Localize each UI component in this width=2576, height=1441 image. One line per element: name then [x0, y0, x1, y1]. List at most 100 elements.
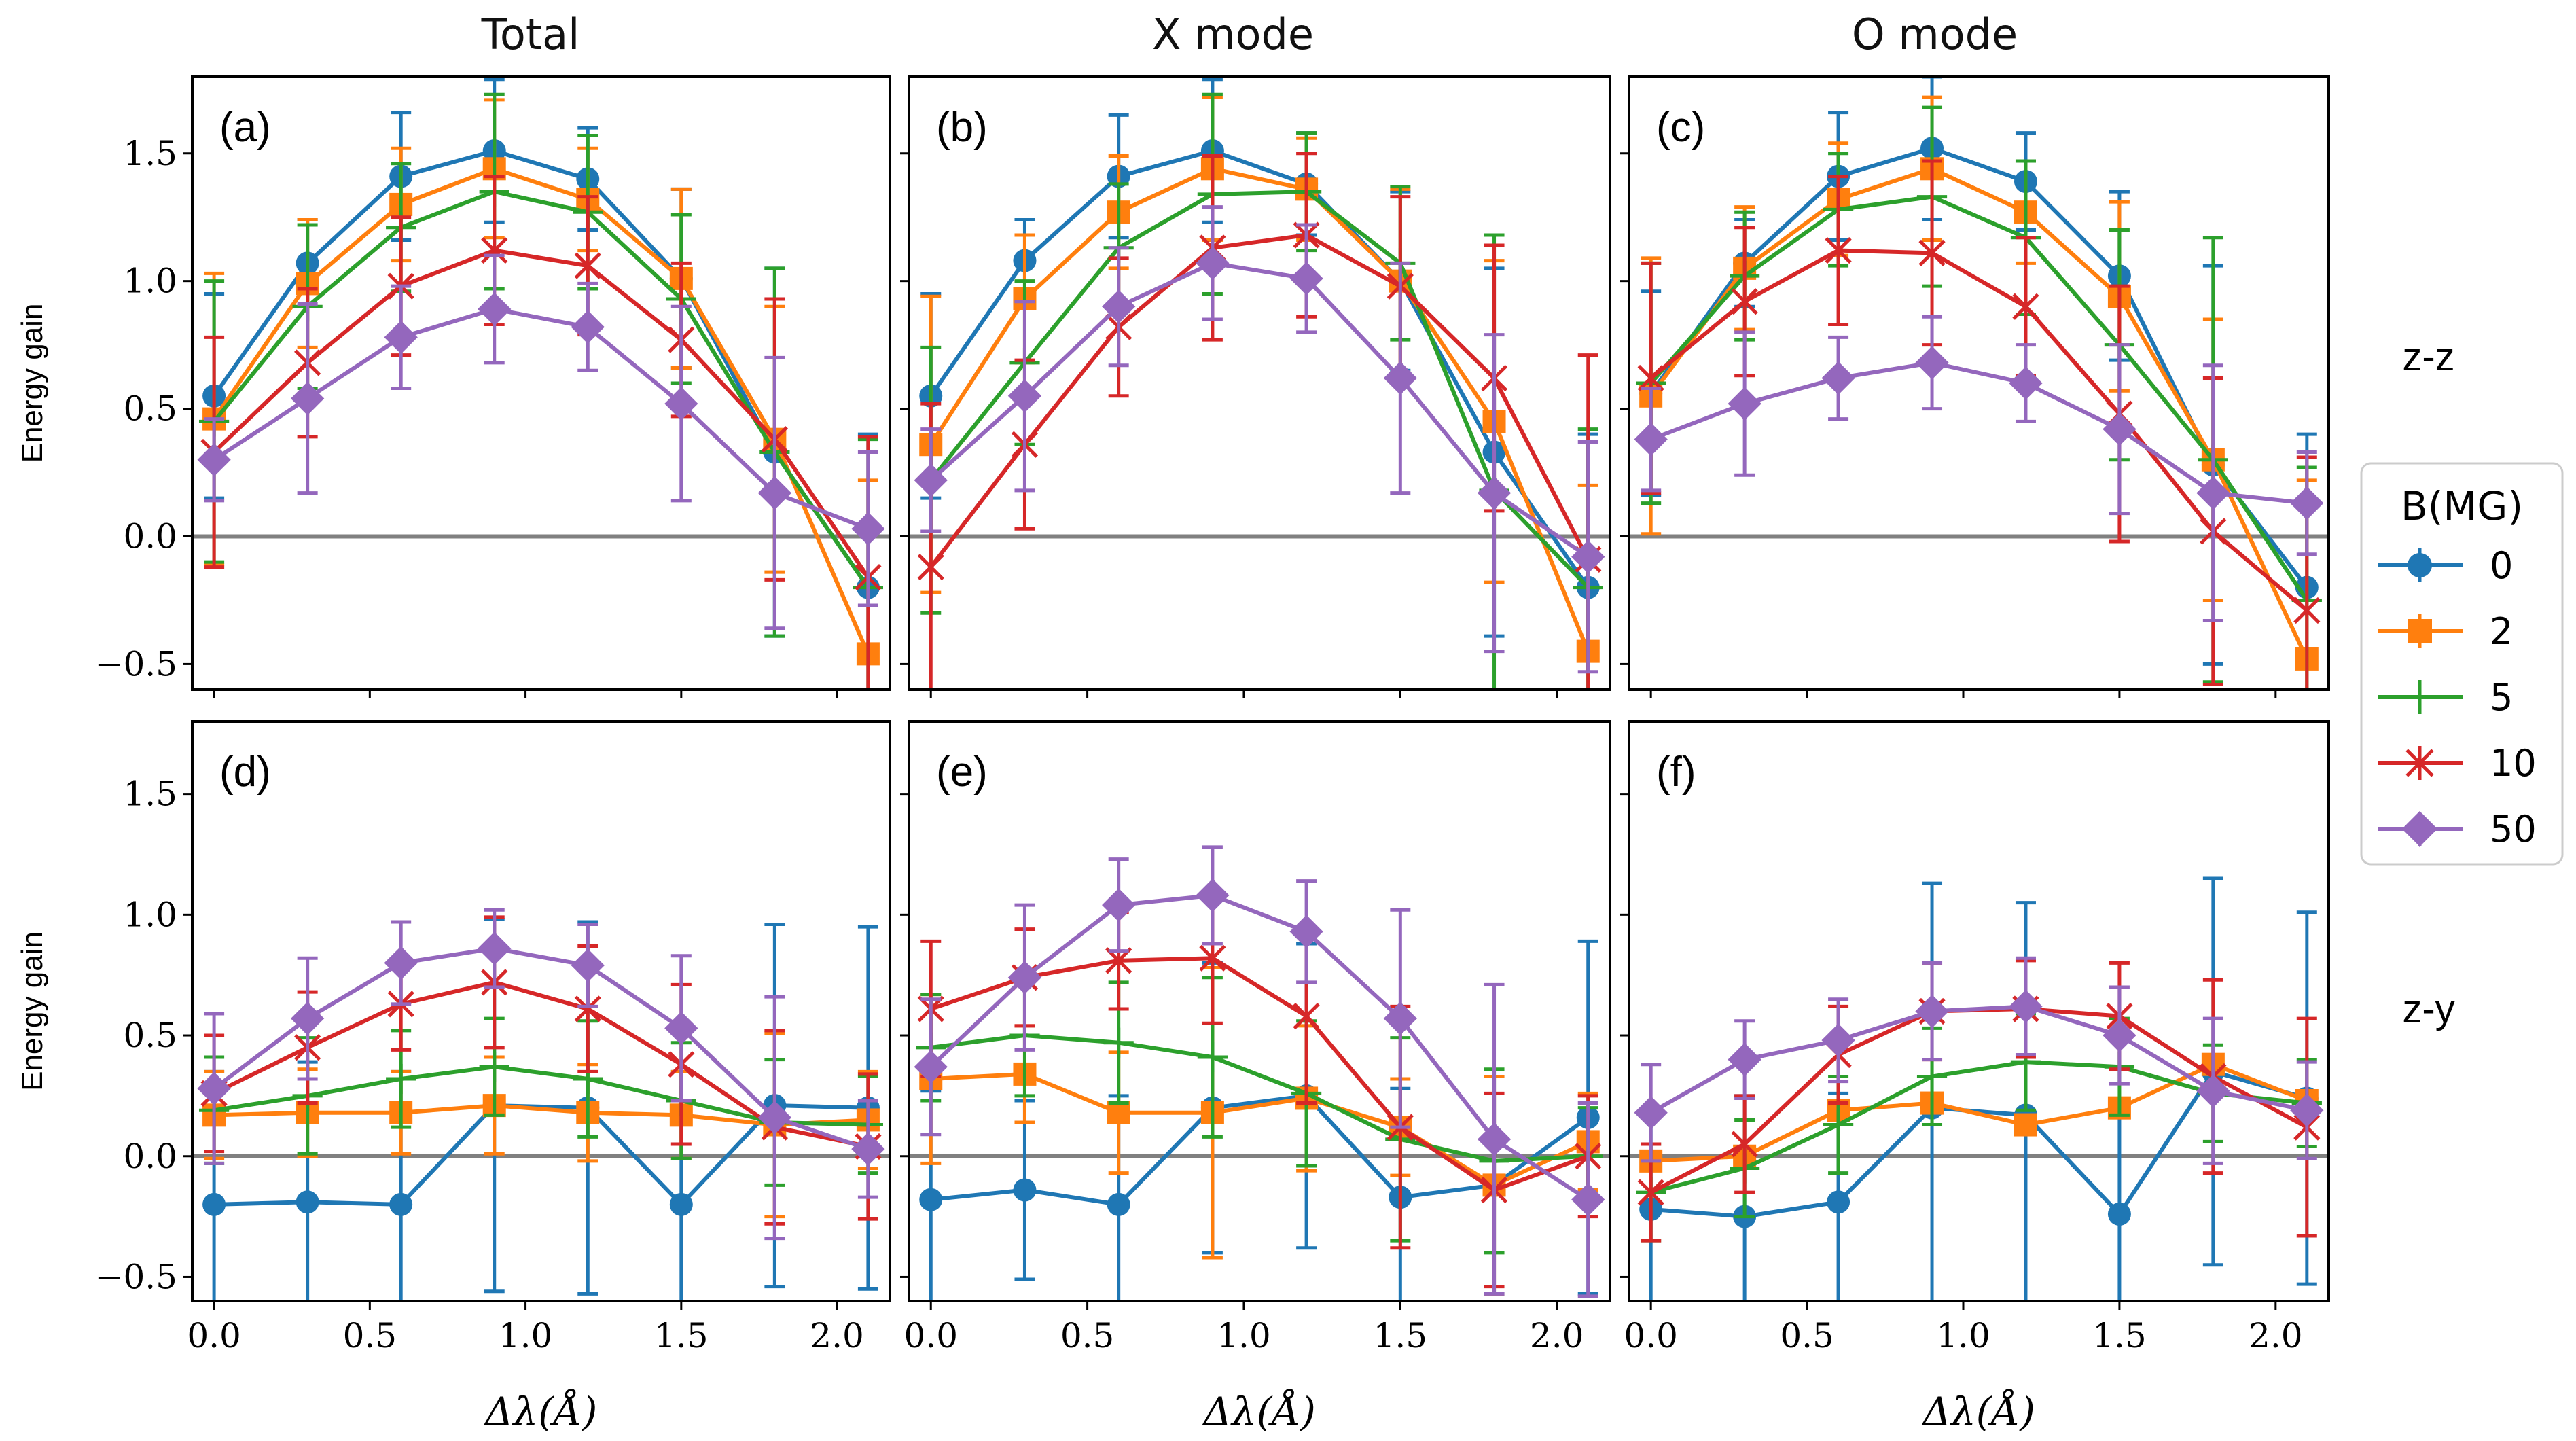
- data-point: [914, 463, 948, 497]
- row-label-z-z: z-z: [2402, 335, 2454, 379]
- data-point: [1731, 288, 1758, 315]
- data-point: [2290, 486, 2324, 520]
- series-50: [914, 205, 1605, 674]
- plot-area: [197, 908, 885, 1301]
- series-line: [212, 166, 870, 655]
- data-point: [574, 995, 601, 1022]
- series-50: [197, 908, 885, 1241]
- x-axis-label: Δλ(Å): [484, 1389, 598, 1435]
- data-point: [1293, 1002, 1320, 1030]
- axes-frame: [191, 75, 891, 691]
- series-line: [1650, 1069, 2308, 1219]
- legend-entry-0: 0: [2378, 544, 2513, 587]
- data-point: [1102, 289, 1136, 323]
- x-tick-label: 1.0: [499, 1316, 553, 1355]
- x-tick-label: 0.5: [1780, 1316, 1834, 1355]
- series-line: [929, 166, 1590, 652]
- data-point: [1477, 476, 1511, 510]
- series-line: [212, 190, 870, 589]
- series-line: [929, 190, 1590, 589]
- x-tick-label: 2.0: [1530, 1316, 1584, 1355]
- data-point: [1571, 539, 1605, 574]
- series-line: [1649, 1004, 2308, 1115]
- data-point: [384, 946, 418, 980]
- x-tick-label: 2.0: [810, 1316, 864, 1355]
- data-point: [1728, 1042, 1761, 1077]
- legend-title: B(MG): [2401, 483, 2523, 529]
- panel-label: (e): [936, 749, 988, 796]
- data-point: [1916, 1061, 1948, 1092]
- axes-frame: [908, 720, 1611, 1302]
- panel-f: 0.0 0.5 1.0 1.5 2.0 (f) Δλ(Å): [1620, 720, 2330, 1435]
- x-tick-label: 1.5: [654, 1316, 709, 1355]
- data-point: [1637, 1179, 1664, 1206]
- panel-e: 0.0 0.5 1.0 1.5 2.0 (e) Δλ(Å): [900, 720, 1611, 1435]
- legend-marker: [2408, 619, 2432, 643]
- data-point: [1289, 262, 1323, 296]
- series-50: [197, 253, 885, 630]
- series-line: [1650, 1060, 2308, 1194]
- legend-label: 50: [2490, 808, 2537, 851]
- row-label-z-y: z-y: [2402, 987, 2454, 1031]
- data-point: [1571, 1183, 1605, 1217]
- data-point: [1196, 246, 1230, 281]
- legend: B(MG) 0 2 5 10 50: [2360, 462, 2564, 866]
- legend-label: 2: [2490, 610, 2513, 653]
- data-point: [1289, 914, 1323, 948]
- data-point: [478, 931, 512, 965]
- data-point: [1013, 1178, 1037, 1202]
- data-point: [851, 512, 885, 546]
- data-point: [197, 1071, 231, 1105]
- data-point: [757, 476, 792, 510]
- axes-frame: [191, 720, 891, 1302]
- panel-label: (c): [1656, 104, 1705, 151]
- data-point: [296, 1190, 319, 1214]
- axes-frame: [1628, 720, 2330, 1302]
- data-point: [2009, 366, 2043, 400]
- data-point: [478, 292, 512, 326]
- y-tick-label: 0.5: [123, 1016, 177, 1055]
- data-point: [2196, 1074, 2230, 1108]
- x-axis-label: Δλ(Å): [1202, 1389, 1316, 1435]
- legend-label: 0: [2490, 544, 2513, 587]
- data-point: [1196, 878, 1230, 912]
- x-tick-label: 1.5: [1374, 1316, 1428, 1355]
- series-line: [1649, 248, 2308, 612]
- data-point: [386, 1063, 416, 1095]
- data-point: [664, 1011, 698, 1046]
- y-tick-label: −0.5: [95, 644, 177, 683]
- legend-label: 5: [2490, 676, 2513, 719]
- series-line: [931, 1071, 1590, 1188]
- panel-d: −0.5 0.0 0.5 1.0 1.5 0.0 0.5 1.0 1.5 2.0 (d) Energy…: [16, 720, 891, 1435]
- y-tick-label: 1.0: [123, 895, 177, 934]
- legend-entry-10: 10: [2378, 742, 2537, 785]
- series-50: [1634, 956, 2324, 1165]
- data-point: [917, 553, 944, 581]
- data-point: [1383, 361, 1417, 395]
- y-tick-label: 0.5: [123, 389, 177, 429]
- data-point: [389, 1192, 413, 1216]
- legend-marker: [2405, 749, 2434, 777]
- data-point: [1915, 346, 1949, 380]
- series-line: [1650, 360, 2308, 505]
- data-point: [2012, 293, 2039, 320]
- data-point: [1825, 236, 1852, 264]
- panel-a: −0.5 0.0 0.5 1.0 1.5 (a) Energy gain: [16, 75, 891, 698]
- data-point: [481, 236, 508, 264]
- data-point: [1634, 1096, 1668, 1130]
- data-point: [914, 1050, 948, 1084]
- panel-label: (b): [936, 104, 988, 151]
- legend-marker: [2401, 811, 2438, 847]
- series-line: [929, 148, 1590, 589]
- data-point: [1197, 1042, 1228, 1073]
- y-tick-label: 1.5: [123, 134, 177, 173]
- series-line: [214, 1103, 869, 1127]
- panel-label: (d): [219, 749, 271, 796]
- series-line: [930, 1033, 1588, 1163]
- data-point: [669, 1192, 693, 1216]
- column-title-x-mode: X mode: [1152, 10, 1314, 59]
- series-line: [929, 261, 1590, 559]
- data-point: [1107, 1192, 1130, 1216]
- data-point: [1103, 1027, 1134, 1058]
- data-point: [1199, 944, 1226, 972]
